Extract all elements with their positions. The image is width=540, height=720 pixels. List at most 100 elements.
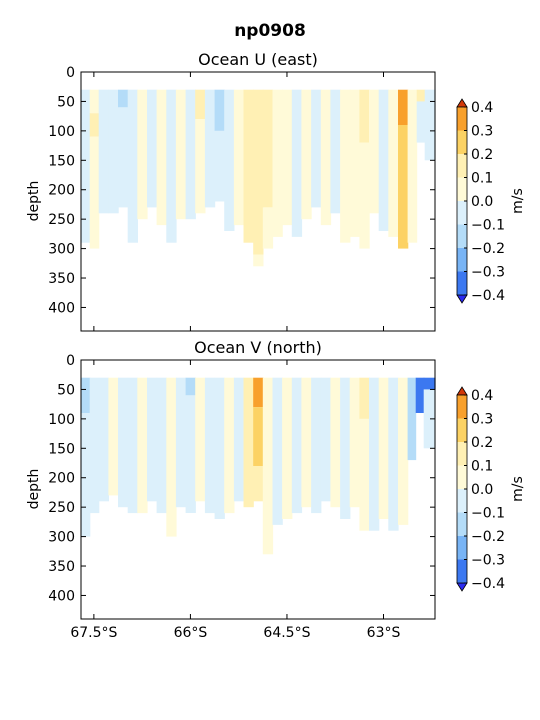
contour-cell — [349, 377, 360, 508]
y-tick-label: 300 — [48, 530, 75, 546]
profile-column — [89, 89, 100, 249]
axes-frame — [80, 71, 436, 332]
profile-column — [330, 377, 341, 508]
contour-cell — [424, 89, 436, 161]
colorbar-tick-label: 0.3 — [471, 412, 493, 428]
contour-cell — [330, 89, 341, 214]
contour-cell — [185, 377, 196, 396]
contour-cell — [166, 89, 177, 243]
contour-cell — [89, 89, 100, 114]
profile-column — [349, 89, 360, 237]
colorbar-tick-label: 0.0 — [471, 482, 493, 498]
y-tick-label: 350 — [48, 271, 75, 287]
profile-column — [224, 89, 235, 231]
contour-cell — [204, 377, 216, 514]
profile-column — [369, 377, 380, 531]
contour-cell — [253, 377, 264, 408]
profile-column — [407, 377, 417, 461]
profile-column — [407, 89, 418, 243]
colorbar-swatch — [457, 395, 467, 419]
profile-column — [253, 89, 264, 267]
contour-cell — [81, 377, 91, 413]
profile-column — [349, 377, 360, 508]
contour-cell — [359, 418, 370, 531]
contour-cell — [272, 377, 283, 525]
profile-column — [243, 377, 254, 508]
contour-cell — [349, 89, 360, 237]
colorbar-tick-label: 0.0 — [471, 194, 493, 210]
contour-cell — [291, 89, 303, 237]
profile-column — [378, 89, 389, 231]
colorbar-tick-label: −0.4 — [471, 288, 505, 304]
profile-column — [156, 377, 167, 514]
profile-column — [423, 377, 436, 449]
colorbar-extend-min — [456, 582, 468, 592]
profile-column — [156, 89, 167, 226]
profile-column — [330, 89, 341, 214]
profile-column — [137, 89, 148, 220]
y-axis: 0 50 100 150 200 250 300 350 400 — [48, 65, 435, 316]
contour-cell — [195, 119, 206, 214]
profile-column — [127, 89, 138, 243]
y-tick-label: 250 — [48, 212, 75, 228]
colorbar-swatch — [457, 512, 467, 536]
colorbar-swatch — [457, 271, 467, 295]
contour-cell — [118, 107, 129, 208]
contour-cell — [262, 377, 274, 555]
y-tick-label: 150 — [48, 153, 75, 169]
contour-cell — [378, 377, 389, 519]
contour-cell — [98, 377, 109, 502]
contour-cell — [253, 407, 264, 466]
profile-column — [369, 89, 380, 214]
contour-cell — [416, 101, 426, 143]
panel-ocean-v: Ocean V (north) 0 50 100 150 200 250 300 350 400… — [26, 338, 526, 641]
profile-column — [262, 377, 274, 555]
contour-cell — [301, 377, 312, 508]
y-tick-label: 200 — [48, 183, 75, 199]
contour-cell — [423, 389, 436, 449]
colorbar-swatch — [457, 489, 467, 513]
profile-column — [424, 89, 436, 161]
colorbar-tick-label: −0.2 — [471, 241, 505, 257]
contour-cell — [147, 377, 158, 502]
x-tick-label: 63°S — [367, 625, 401, 641]
profile-column — [272, 89, 283, 237]
contour-cell — [407, 377, 417, 461]
contour-cell — [108, 89, 119, 214]
contour-cell — [330, 377, 341, 508]
contour-cell — [272, 89, 283, 237]
contour-cell — [156, 89, 167, 226]
contour-cell — [175, 89, 187, 220]
profile-column — [301, 89, 312, 220]
profile-column — [398, 377, 409, 525]
profile-column — [166, 377, 177, 537]
profile-column — [233, 89, 245, 226]
colorbar-swatch — [457, 201, 467, 225]
colorbar-swatch — [457, 559, 467, 583]
profile-column — [415, 377, 425, 413]
colorbar-label: m/s — [510, 188, 526, 214]
contour-cell — [340, 377, 351, 519]
profile-column — [243, 89, 254, 243]
contour-cell — [214, 377, 225, 519]
heatmap-plot-area — [81, 377, 436, 555]
contour-cell — [243, 89, 254, 243]
y-tick-label: 400 — [48, 588, 75, 604]
contour-cell — [359, 142, 370, 249]
contour-cell — [185, 395, 196, 513]
x-axis: 67.5°S 66°S 64.5°S 63°S — [70, 360, 400, 641]
colorbar-tick-label: 0.1 — [471, 171, 493, 187]
colorbar-tick-label: 0.4 — [471, 388, 493, 404]
contour-cell — [204, 89, 216, 208]
contour-cell — [253, 254, 264, 267]
colorbar: −0.4 −0.3 −0.2 −0.1 0.0 0.1 0.2 0.3 0.4 — [456, 98, 505, 304]
colorbar-swatch — [457, 536, 467, 560]
colorbar-tick-label: 0.4 — [471, 100, 493, 116]
profile-column — [175, 89, 187, 220]
profile-column — [291, 377, 303, 514]
colorbar-tick-label: −0.1 — [471, 506, 505, 522]
profile-column — [340, 89, 351, 243]
contour-cell — [166, 377, 177, 537]
colorbar-tick-label: −0.4 — [471, 576, 505, 592]
